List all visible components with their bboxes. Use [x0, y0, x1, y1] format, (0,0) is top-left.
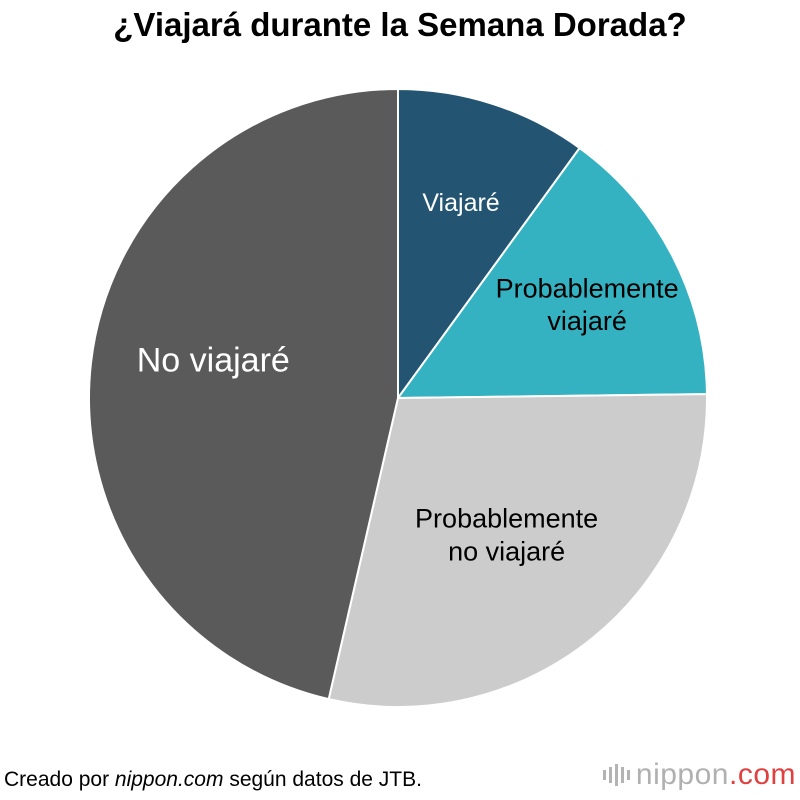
logo-text-accent: .com	[728, 758, 796, 791]
logo-bars-icon	[602, 764, 630, 786]
pie-slice	[327, 393, 708, 708]
credit-suffix: según datos de JTB.	[223, 768, 422, 791]
pie-slice	[397, 87, 582, 402]
slice-label: Probablemente viajaré	[496, 273, 679, 336]
slice-label: No viajaré	[137, 341, 290, 379]
pie-slice	[88, 87, 399, 701]
credit-site: nippon.com	[114, 768, 224, 791]
credit-prefix: Creado por	[4, 768, 115, 791]
slice-label: Probablemente no viajaré	[415, 504, 598, 567]
slice-label: Viajaré	[422, 189, 499, 217]
pie-slice	[396, 146, 708, 400]
logo-text: nippon	[635, 758, 729, 791]
nippon-logo: nippon.com	[602, 758, 796, 792]
source-credit: Creado por nippon.com según datos de JTB…	[4, 768, 422, 792]
chart-title: ¿Viajará durante la Semana Dorada?	[113, 6, 687, 43]
